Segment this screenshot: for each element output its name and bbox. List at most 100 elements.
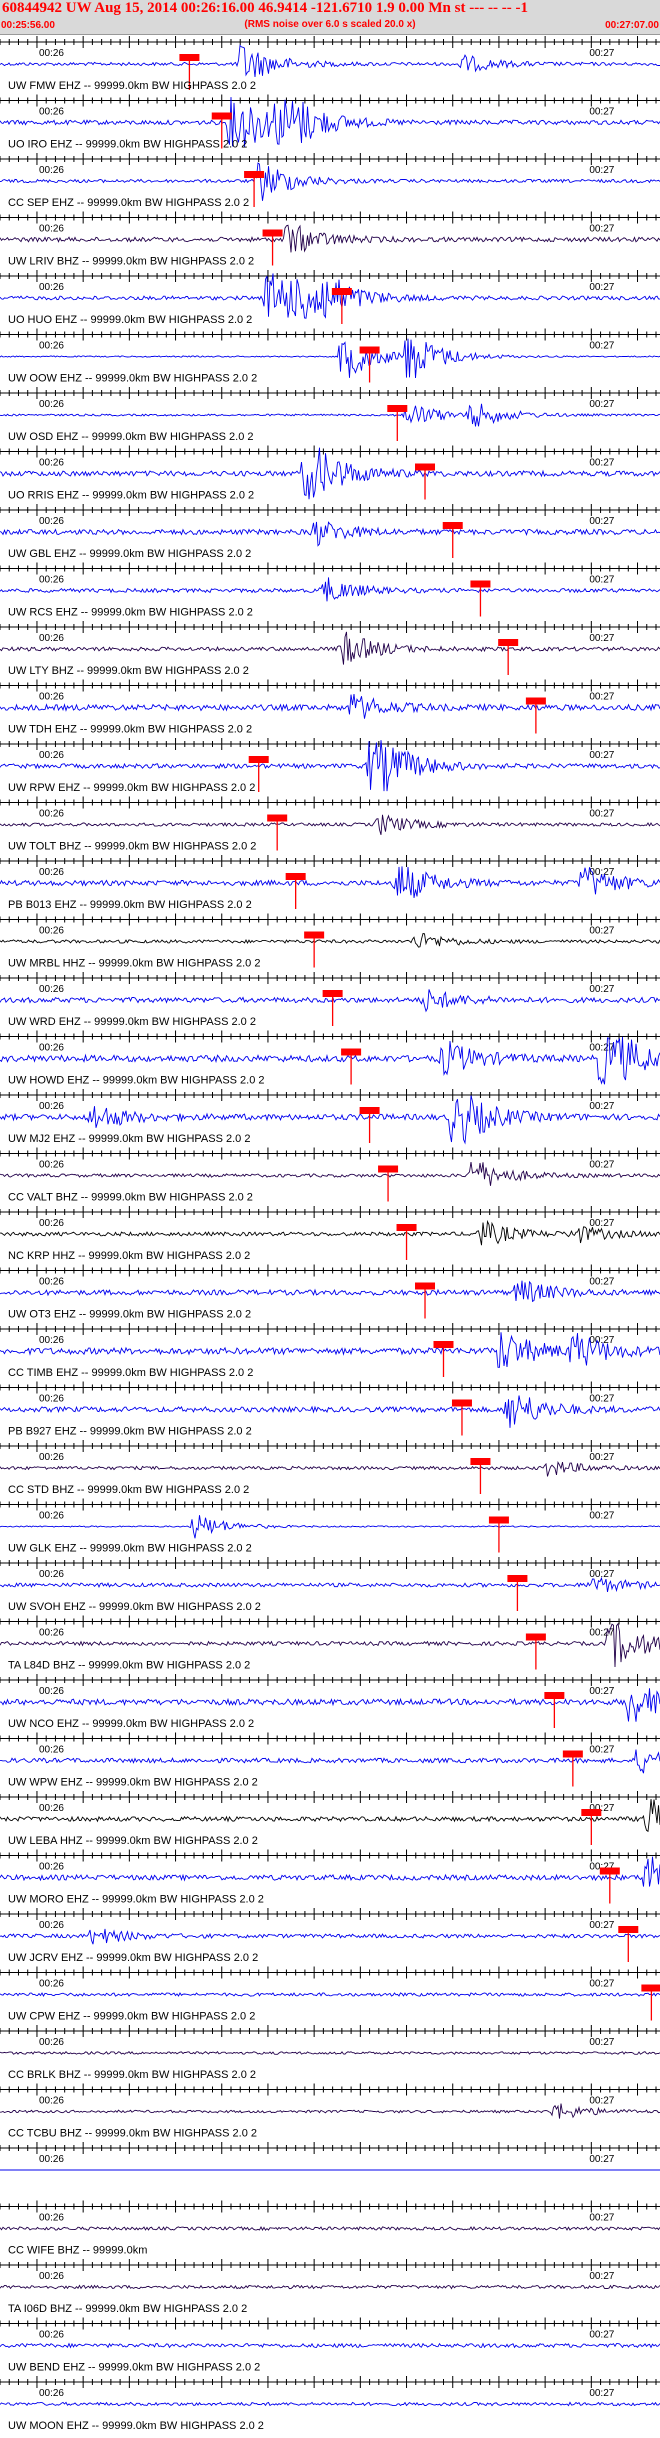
minute-label: 00:26 bbox=[39, 1686, 64, 1697]
waveform-line bbox=[0, 2103, 660, 2119]
waveform-line bbox=[0, 1856, 660, 1887]
station-label: UW GLK EHZ -- 99999.0km BW HIGHPASS 2.0 … bbox=[8, 1543, 252, 1555]
station-label: PB B013 EHZ -- 99999.0km BW HIGHPASS 2.0… bbox=[8, 899, 252, 911]
trace-15: 00:26 00:27 UW MRBL HHZ -- 99999.0km BW HI… bbox=[0, 913, 660, 970]
minute-label: 00:26 bbox=[39, 1628, 64, 1639]
station-label: UW JCRV EHZ -- 99999.0km BW HIGHPASS 2.0… bbox=[8, 1952, 258, 1964]
minute-label: 00:26 bbox=[39, 1920, 64, 1931]
pick-marker bbox=[641, 1984, 660, 1992]
waveform-line bbox=[0, 631, 660, 665]
minute-label: 00:26 bbox=[39, 2213, 64, 2224]
waveform-line bbox=[0, 2401, 660, 2407]
trace-14: 00:26 00:27 PB B013 EHZ -- 99999.0km BW HI… bbox=[0, 855, 660, 911]
trace-4: 00:26 00:27 UO HUO EHZ -- 99999.0km BW HIG… bbox=[0, 270, 660, 326]
minute-label: 00:27 bbox=[589, 1101, 614, 1112]
minute-label: 00:27 bbox=[589, 1511, 614, 1522]
station-label: UO IRO EHZ -- 99999.0km BW HIGHPASS 2.0 … bbox=[8, 139, 247, 151]
trace-32: 00:26 00:27 UW JCRV EHZ -- 99999.0km BW HI… bbox=[0, 1908, 660, 1964]
trace-20: 00:26 00:27 NC KRP HHZ -- 99999.0km BW HIG… bbox=[0, 1206, 660, 1262]
waveform-line bbox=[0, 273, 660, 319]
trace-35: 00:26 00:27 CC TCBU BHZ -- 99999.0km BW HI… bbox=[0, 2083, 660, 2140]
minute-label: 00:27 bbox=[589, 809, 614, 820]
station-label: UW LEBA HHZ -- 99999.0km BW HIGHPASS 2.0… bbox=[8, 1835, 258, 1847]
trace-22: 00:26 00:27 CC TIMB EHZ -- 99999.0km BW HI… bbox=[0, 1323, 660, 1379]
station-label: CC STD BHZ -- 99999.0km BW HIGHPASS 2.0 … bbox=[8, 1484, 249, 1496]
end-time: 00:27:07.00 bbox=[605, 20, 659, 31]
station-label: UW TDH EHZ -- 99999.0km BW HIGHPASS 2.0 … bbox=[8, 724, 252, 736]
trace-33: 00:26 00:27 UW CPW EHZ -- 99999.0km BW HIG… bbox=[0, 1966, 660, 2023]
trace-21: 00:26 00:27 UW OT3 EHZ -- 99999.0km BW HIG… bbox=[0, 1264, 660, 1321]
minute-label: 00:26 bbox=[39, 1745, 64, 1756]
station-label: UW OSD EHZ -- 99999.0km BW HIGHPASS 2.0 … bbox=[8, 431, 254, 443]
station-label: UW MJ2 EHZ -- 99999.0km BW HIGHPASS 2.0 … bbox=[8, 1133, 250, 1145]
waveform-line bbox=[0, 1332, 660, 1368]
waveform-line bbox=[0, 1395, 660, 1428]
minute-label: 00:26 bbox=[39, 107, 64, 118]
station-label: UO RRIS EHZ -- 99999.0km BW HIGHPASS 2.0… bbox=[8, 490, 254, 502]
trace-18: 00:26 00:27 UW MJ2 EHZ -- 99999.0km BW HIG… bbox=[0, 1089, 660, 1145]
station-label: UW CPW EHZ -- 99999.0km BW HIGHPASS 2.0 … bbox=[8, 2011, 255, 2023]
minute-label: 00:27 bbox=[589, 224, 614, 235]
minute-label: 00:27 bbox=[589, 867, 614, 878]
trace-29: 00:26 00:27 UW WPW EHZ -- 99999.0km BW HIG… bbox=[0, 1732, 660, 1789]
minute-label: 00:26 bbox=[39, 458, 64, 469]
trace-27: 00:26 00:27 TA L84D BHZ -- 99999.0km BW HI… bbox=[0, 1615, 660, 1672]
minute-label: 00:26 bbox=[39, 2330, 64, 2341]
minute-label: 00:26 bbox=[39, 2037, 64, 2048]
minute-label: 00:26 bbox=[39, 984, 64, 995]
waveform-line bbox=[0, 224, 660, 253]
station-label: TA L84D BHZ -- 99999.0km BW HIGHPASS 2.0… bbox=[8, 1660, 250, 1672]
trace-34: 00:26 00:27 CC BRLK BHZ -- 99999.0km BW HI… bbox=[0, 2025, 660, 2081]
station-label: UW TOLT BHZ -- 99999.0km BW HIGHPASS 2.0… bbox=[8, 841, 256, 853]
minute-label: 00:27 bbox=[589, 1160, 614, 1171]
waveform-line bbox=[0, 1688, 660, 1722]
trace-38: 00:26 00:27 TA I06D BHZ -- 99999.0km BW HI… bbox=[0, 2259, 660, 2315]
start-time: 00:25:56.00 bbox=[1, 20, 55, 31]
minute-label: 00:26 bbox=[39, 750, 64, 761]
waveform-line bbox=[0, 1622, 660, 1668]
station-label: UW WPW EHZ -- 99999.0km BW HIGHPASS 2.0 … bbox=[8, 1777, 258, 1789]
waveform-line bbox=[0, 97, 660, 147]
trace-7: 00:26 00:27 UO RRIS EHZ -- 99999.0km BW HI… bbox=[0, 445, 660, 502]
minute-label: 00:26 bbox=[39, 1569, 64, 1580]
trace-31: 00:26 00:27 UW MORO EHZ -- 99999.0km BW HI… bbox=[0, 1849, 660, 1906]
waveform-line bbox=[0, 2284, 660, 2290]
station-label: CC TCBU BHZ -- 99999.0km BW HIGHPASS 2.0… bbox=[8, 2128, 257, 2140]
waveform-line bbox=[0, 740, 660, 792]
minute-label: 00:27 bbox=[589, 1043, 614, 1054]
trace-12: 00:26 00:27 UW RPW EHZ -- 99999.0km BW HIG… bbox=[0, 738, 660, 794]
waveform-line bbox=[0, 1219, 660, 1246]
trace-36: 00:26 00:27 bbox=[0, 2142, 660, 2171]
waveform-line bbox=[0, 521, 660, 547]
minute-label: 00:27 bbox=[589, 399, 614, 410]
minute-label: 00:26 bbox=[39, 692, 64, 703]
waveform-line bbox=[0, 2342, 660, 2349]
header: 60844942 UW Aug 15, 2014 00:26:16.00 46.… bbox=[0, 0, 660, 35]
trace-2: 00:26 00:27 CC SEP EHZ -- 99999.0km BW HIG… bbox=[0, 153, 660, 209]
minute-label: 00:27 bbox=[589, 575, 614, 586]
station-label: CC WIFE BHZ -- 99999.0km bbox=[8, 2245, 147, 2257]
waveform-line bbox=[0, 1036, 660, 1085]
minute-label: 00:26 bbox=[39, 399, 64, 410]
trace-0: 00:26 00:27 UW FMW EHZ -- 99999.0km BW HIG… bbox=[0, 36, 660, 92]
event-title: 60844942 UW Aug 15, 2014 00:26:16.00 46.… bbox=[2, 0, 528, 16]
trace-8: 00:26 00:27 UW GBL EHZ -- 99999.0km BW HIG… bbox=[0, 504, 660, 560]
minute-label: 00:26 bbox=[39, 1101, 64, 1112]
minute-label: 00:27 bbox=[589, 926, 614, 937]
trace-26: 00:26 00:27 UW SVOH EHZ -- 99999.0km BW HI… bbox=[0, 1557, 660, 1613]
minute-label: 00:26 bbox=[39, 341, 64, 352]
waveform-line bbox=[0, 44, 660, 78]
station-label: UW MRBL HHZ -- 99999.0km BW HIGHPASS 2.0… bbox=[8, 958, 260, 970]
minute-label: 00:27 bbox=[589, 2388, 614, 2399]
minute-label: 00:27 bbox=[589, 2037, 614, 2048]
minute-label: 00:26 bbox=[39, 1862, 64, 1873]
waveform-line bbox=[0, 577, 660, 602]
minute-label: 00:27 bbox=[589, 282, 614, 293]
minute-label: 00:27 bbox=[589, 1803, 614, 1814]
minute-label: 00:27 bbox=[589, 1569, 614, 1580]
waveform-line bbox=[0, 1992, 660, 1997]
minute-label: 00:26 bbox=[39, 1335, 64, 1346]
minute-label: 00:27 bbox=[589, 458, 614, 469]
trace-3: 00:26 00:27 UW LRIV BHZ -- 99999.0km BW HI… bbox=[0, 211, 660, 268]
minute-label: 00:26 bbox=[39, 1043, 64, 1054]
